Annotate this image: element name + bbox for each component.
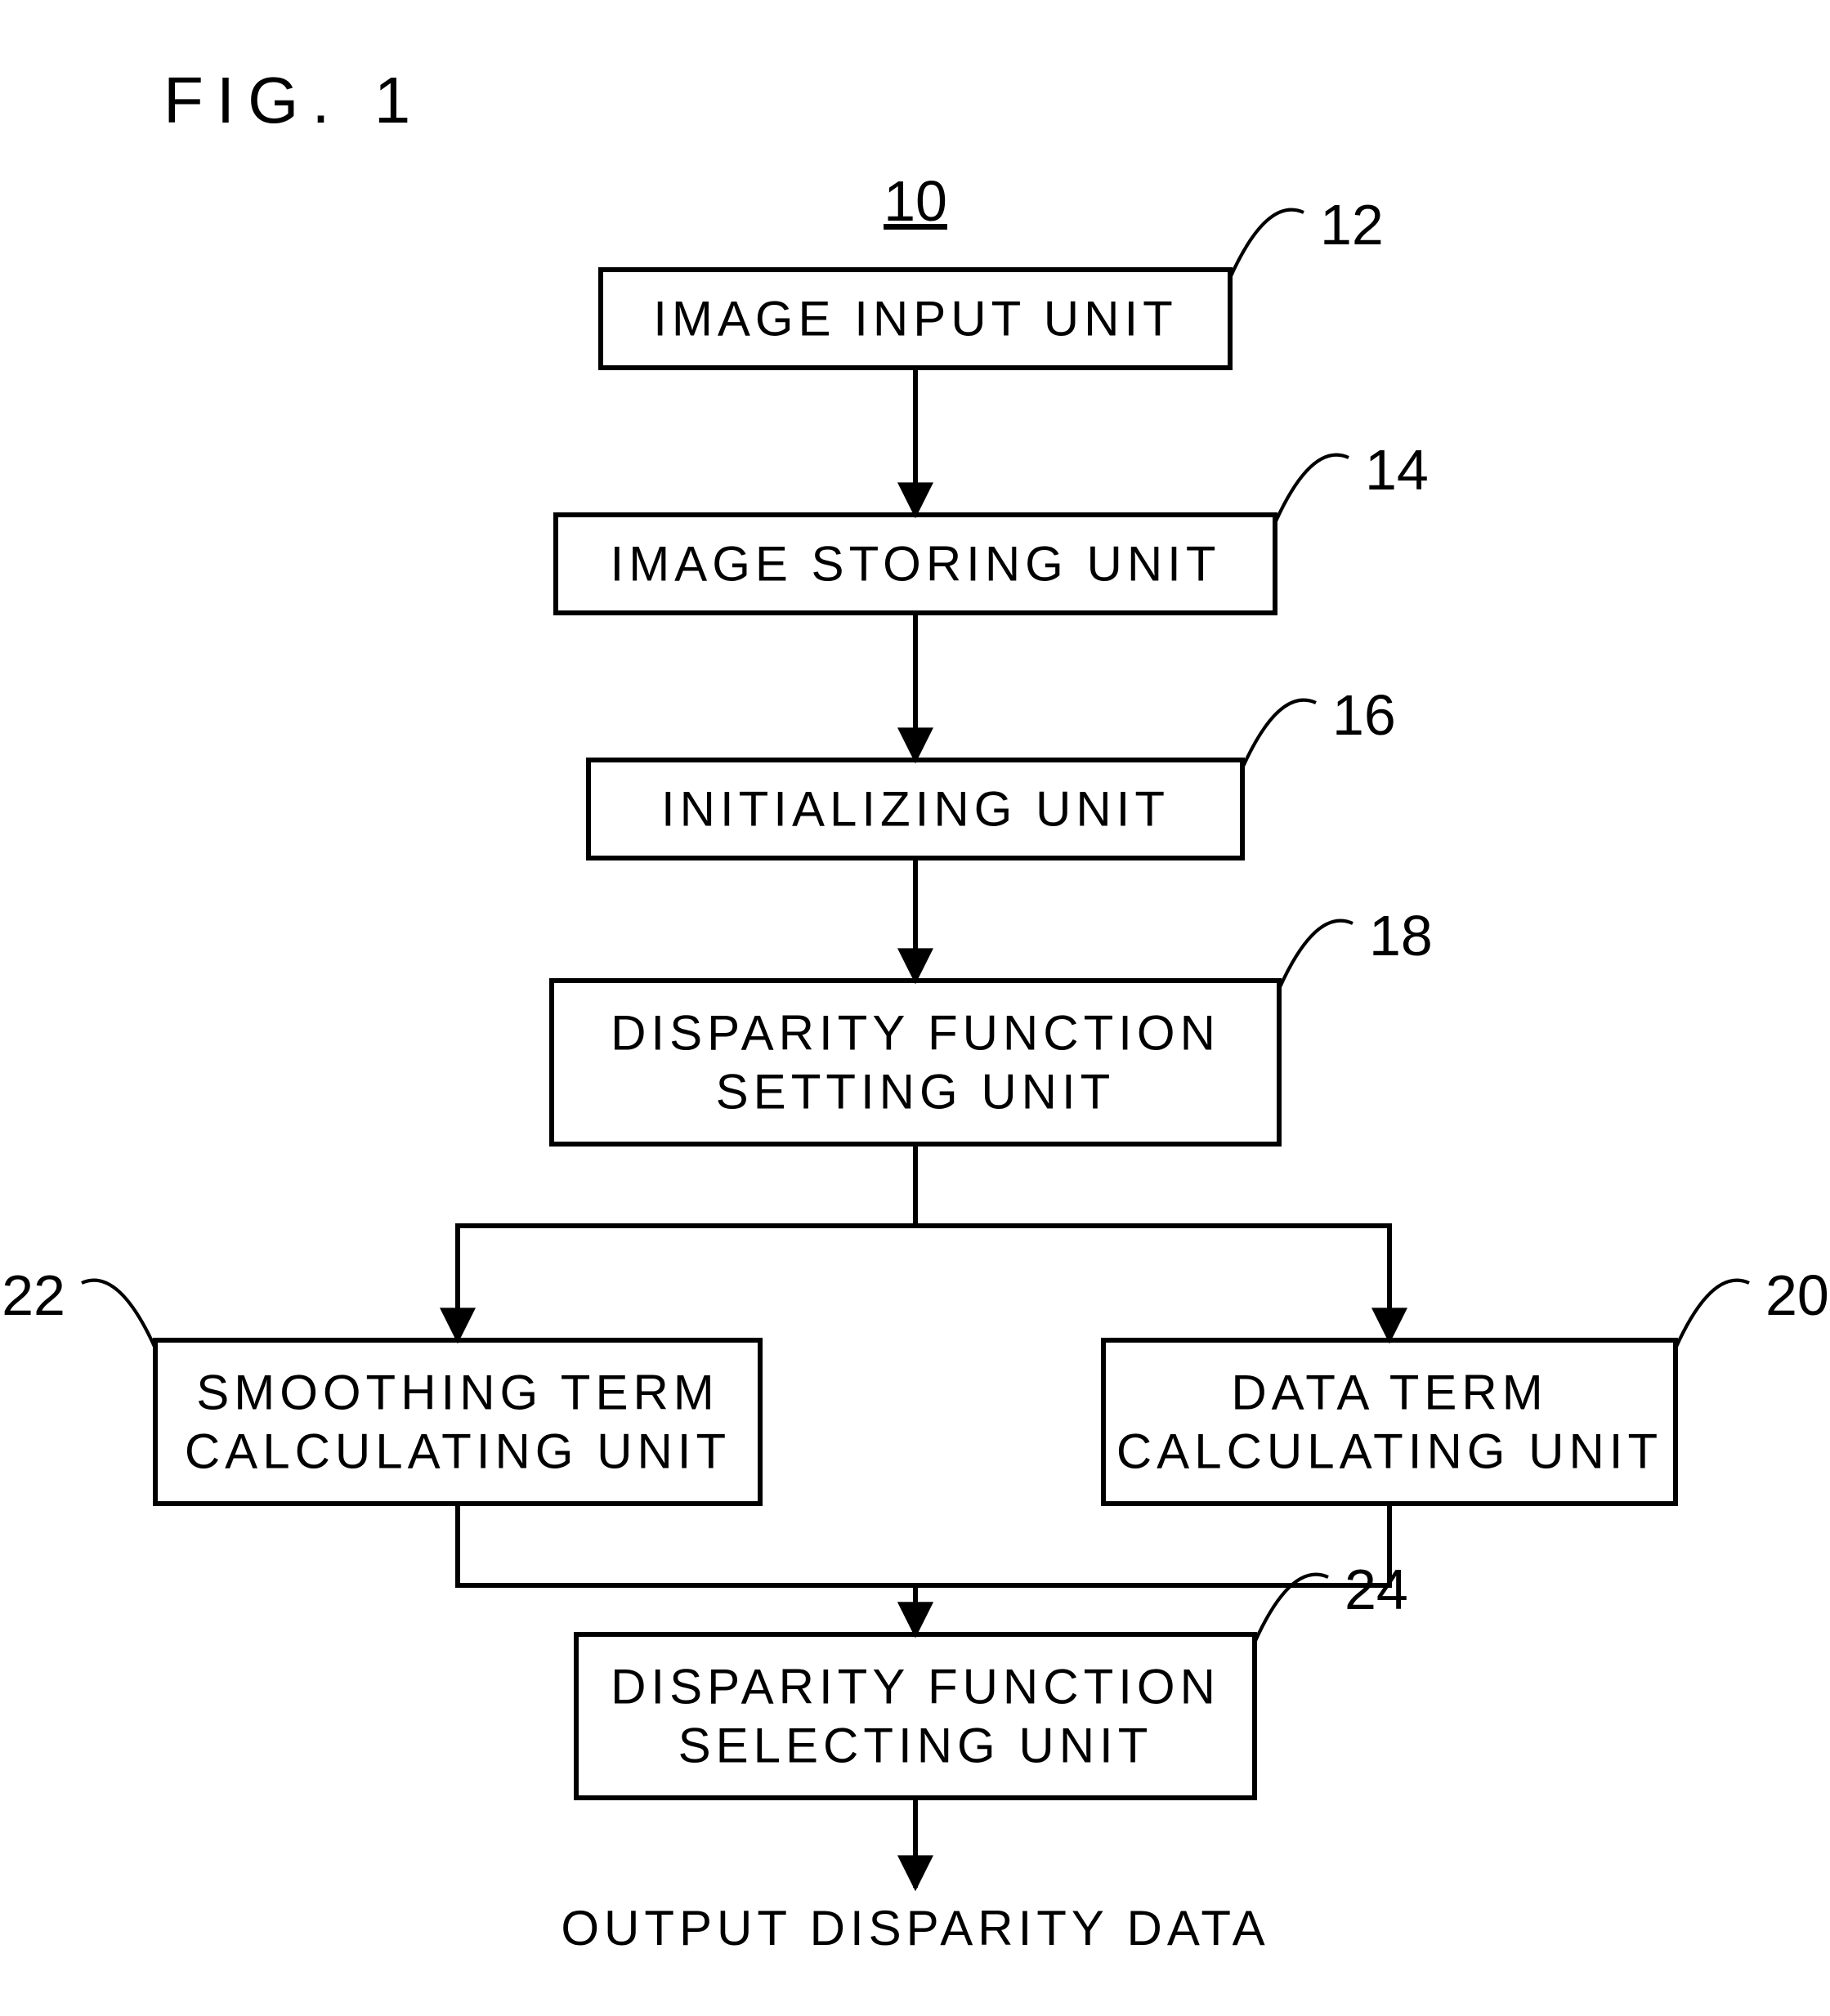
ref-number: 20 [1765, 1263, 1829, 1327]
ref-number: 24 [1345, 1558, 1408, 1621]
edge [915, 1504, 1389, 1634]
ref-number: 22 [2, 1263, 65, 1327]
node-n22: SMOOTHING TERMCALCULATING UNIT 22 [2, 1263, 760, 1504]
node-label: SMOOTHING TERM [196, 1366, 719, 1420]
node-label: DATA TERM [1231, 1366, 1547, 1420]
node-n24: DISPARITY FUNCTIONSELECTING UNIT 24 [576, 1558, 1408, 1798]
ref-leader [1242, 700, 1316, 768]
ref-number: 18 [1369, 904, 1433, 968]
output-label: OUTPUT DISPARITY DATA [561, 1901, 1269, 1956]
ref-number: 12 [1320, 193, 1384, 257]
edge [915, 1144, 1389, 1340]
node-label: INITIALIZING UNIT [661, 782, 1170, 837]
node-label: IMAGE STORING UNIT [611, 537, 1221, 592]
node-label: DISPARITY FUNCTION [611, 1660, 1220, 1714]
node-label: SELECTING UNIT [678, 1719, 1153, 1773]
node-label: CALCULATING UNIT [1116, 1424, 1662, 1479]
node-n18: DISPARITY FUNCTIONSETTING UNIT 18 [552, 904, 1433, 1144]
figure-label: FIG. 1 [163, 64, 423, 136]
ref-leader [1230, 210, 1304, 278]
node-label: CALCULATING UNIT [185, 1424, 731, 1479]
node-label: DISPARITY FUNCTION [611, 1006, 1220, 1061]
ref-leader [1676, 1281, 1749, 1348]
system-id: 10 [884, 169, 947, 233]
node-label: IMAGE INPUT UNIT [653, 292, 1178, 346]
edge [458, 1504, 915, 1634]
edge [458, 1144, 915, 1340]
ref-leader [82, 1281, 155, 1348]
ref-number: 16 [1332, 683, 1396, 747]
node-label: SETTING UNIT [716, 1065, 1116, 1120]
node-n14: IMAGE STORING UNIT 14 [556, 438, 1429, 613]
ref-number: 14 [1365, 438, 1429, 502]
node-n16: INITIALIZING UNIT 16 [588, 683, 1396, 858]
node-n20: DATA TERMCALCULATING UNIT 20 [1103, 1263, 1829, 1504]
node-n12: IMAGE INPUT UNIT 12 [601, 193, 1384, 368]
ref-leader [1275, 455, 1349, 523]
ref-leader [1279, 921, 1353, 989]
flowchart-canvas: FIG. 1 10 IMAGE INPUT UNIT 12 IMAGE STORING … [0, 0, 1830, 2016]
